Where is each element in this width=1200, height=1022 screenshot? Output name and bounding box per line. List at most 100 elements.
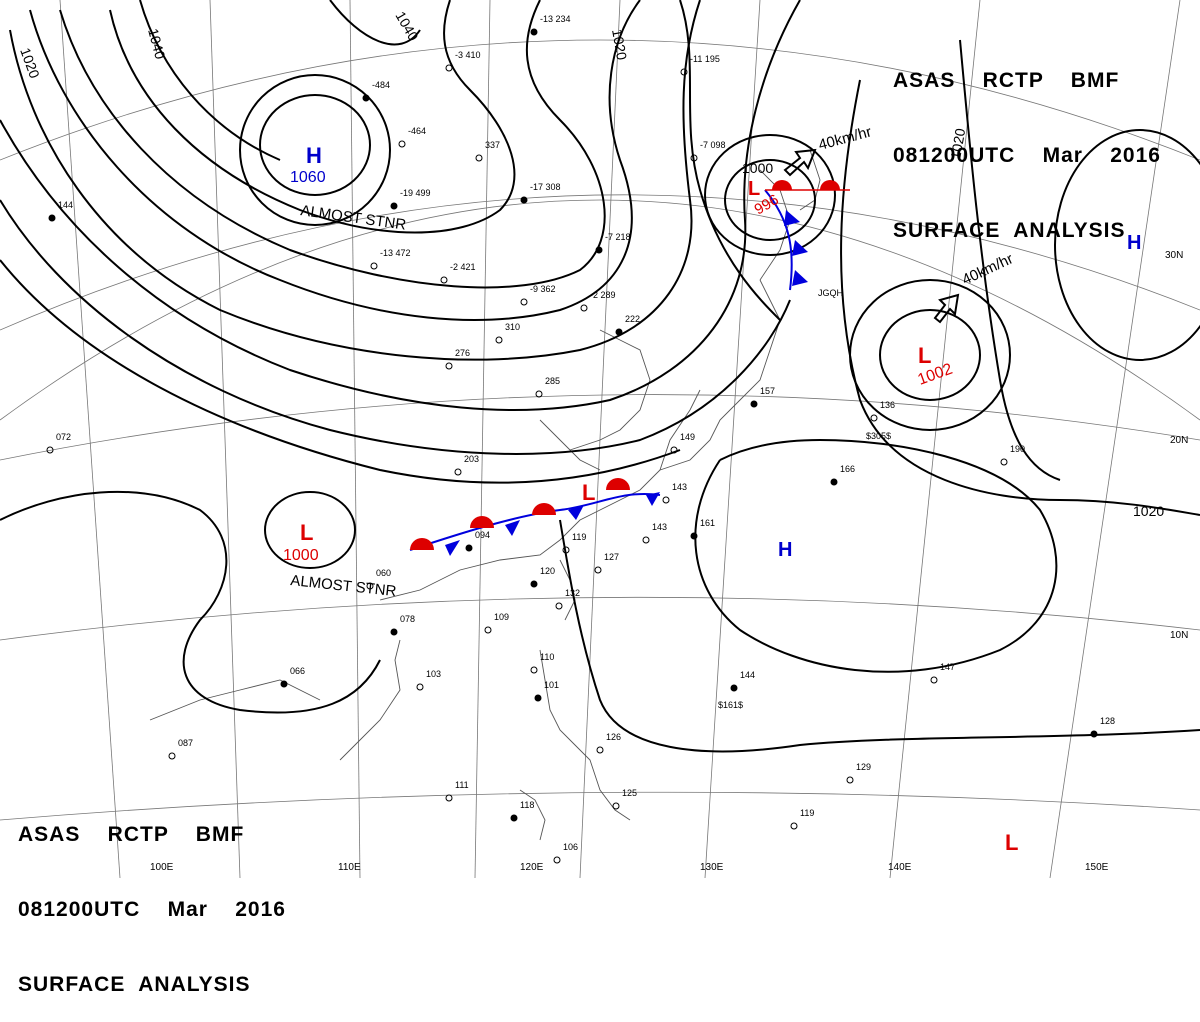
chart-header-bottom: ASAS RCTP BMF 081200UTC Mar 2016 SURFACE… (18, 772, 286, 1022)
low-center-value: 1000 (283, 547, 319, 564)
station-circle-icon (594, 566, 602, 574)
station-plot-text-layer: -13 234 -11 195 -3 410 -484 -464 337 -19 499 -1… (56, 14, 1115, 852)
station-circle-icon (475, 154, 483, 162)
station-circle-icon (416, 683, 424, 691)
header-line3: SURFACE ANALYSIS (18, 973, 251, 996)
station-plot-value: -3 410 (455, 50, 481, 60)
station-circle-icon (846, 776, 854, 784)
station-circle-icon (580, 304, 588, 312)
station-circle-icon (690, 532, 698, 540)
low-center-symbol: L (1005, 830, 1018, 855)
station-plot-value: 125 (622, 788, 637, 798)
station-plot-value: 143 (652, 522, 667, 532)
isobars (0, 0, 1200, 753)
station-circle-icon (445, 794, 453, 802)
station-circle-icon (465, 544, 473, 552)
station-circle-icon (440, 276, 448, 284)
station-plot-value: 157 (760, 386, 775, 396)
station-plot-value: 060 (376, 568, 391, 578)
latlon-grid (0, 0, 1200, 878)
station-circle-icon (484, 626, 492, 634)
station-plot-value: 129 (856, 762, 871, 772)
lon-label: 120E (520, 862, 544, 873)
station-plot-value: -484 (372, 80, 390, 90)
station-circle-icon (445, 362, 453, 370)
station-plot-value: 132 (565, 588, 580, 598)
station-circle-icon (790, 822, 798, 830)
station-plot-value: 144 (58, 200, 73, 210)
station-circle-icon (1000, 458, 1008, 466)
station-plot-value: 094 (475, 530, 490, 540)
isobar-label-layer: 1020 1040 1040 1020 1000 1020 1020 (17, 9, 1164, 520)
station-circle-icon (870, 414, 878, 422)
station-plot-value: -17 308 (530, 182, 561, 192)
low-center-symbol: L (582, 480, 595, 505)
station-circle-icon (642, 536, 650, 544)
lon-label: 140E (888, 862, 912, 873)
station-circle-icon (510, 814, 518, 822)
lon-label: 110E (338, 862, 361, 873)
high-center-symbol: H (306, 143, 322, 168)
ship-labels: JGQH $305$ $161$ (718, 288, 891, 710)
station-circle-icon (362, 94, 370, 102)
station-plot-value: 101 (544, 680, 559, 690)
station-plot-value: 119 (800, 808, 814, 818)
occluded-cold-front (764, 180, 850, 291)
station-plot-value: 103 (426, 669, 441, 679)
isobar-label: 1020 (1133, 503, 1164, 519)
station-circle-icon (370, 262, 378, 270)
station-circle-icon (830, 478, 838, 486)
station-plot-value: 087 (178, 738, 193, 748)
station-circle-icon (280, 680, 288, 688)
station-circle-icon (520, 298, 528, 306)
station-plot-value: -7 218 (605, 232, 631, 242)
station-circle-icon (612, 802, 620, 810)
station-plot-value: -2 289 (590, 290, 616, 300)
station-plot-value: -11 195 (690, 54, 720, 64)
header-line1: ASAS RCTP BMF (18, 823, 245, 846)
station-circle-icon (750, 400, 758, 408)
station-circle-icon (48, 214, 56, 222)
station-plot-value: 190 (1010, 444, 1025, 454)
station-circle-icon (1090, 730, 1098, 738)
high-center-symbol: H (1127, 232, 1141, 254)
arrow-icon (783, 148, 817, 177)
isobar-label: 1020 (609, 28, 630, 62)
station-plot-value: 285 (545, 376, 560, 386)
station-plot-value: -464 (408, 126, 426, 136)
station-circle-icon (398, 140, 406, 148)
station-plot-value: 109 (494, 612, 509, 622)
header-line3: SURFACE ANALYSIS (893, 219, 1126, 242)
station-circle-icon (535, 390, 543, 398)
station-plot-value: 161 (700, 518, 715, 528)
station-plot-value: 106 (563, 842, 578, 852)
station-plot-value: 078 (400, 614, 415, 624)
station-circle-icon (530, 580, 538, 588)
station-circle-icon (445, 64, 453, 72)
lon-label: 130E (700, 862, 724, 873)
station-circle-icon (555, 602, 563, 610)
station-circle-icon (454, 468, 462, 476)
station-plot-value: 127 (604, 552, 619, 562)
station-plot-value: 144 (740, 670, 755, 680)
station-plot-value: 149 (680, 432, 695, 442)
station-plot-value: 119 (572, 532, 586, 542)
station-plot-value: 276 (455, 348, 470, 358)
lon-label: 100E (150, 862, 174, 873)
station-circle-icon (596, 746, 604, 754)
station-plot-value: 310 (505, 322, 520, 332)
station-plot-value: 128 (1100, 716, 1115, 726)
isobar-label: 1040 (145, 27, 169, 61)
station-circle-icon (670, 446, 678, 454)
station-circle-icon (168, 752, 176, 760)
lat-label: 10N (1170, 630, 1188, 641)
station-plot-value: 126 (606, 732, 621, 742)
station-circle-icon (690, 154, 698, 162)
station-circle-icon (562, 546, 570, 554)
station-plot-markers (46, 28, 1098, 864)
header-line2: 081200UTC Mar 2016 (893, 144, 1161, 167)
isobar-label: 1020 (947, 127, 968, 161)
station-circle-icon (530, 28, 538, 36)
station-circle-icon (534, 694, 542, 702)
station-plot-value: 118 (520, 800, 534, 810)
